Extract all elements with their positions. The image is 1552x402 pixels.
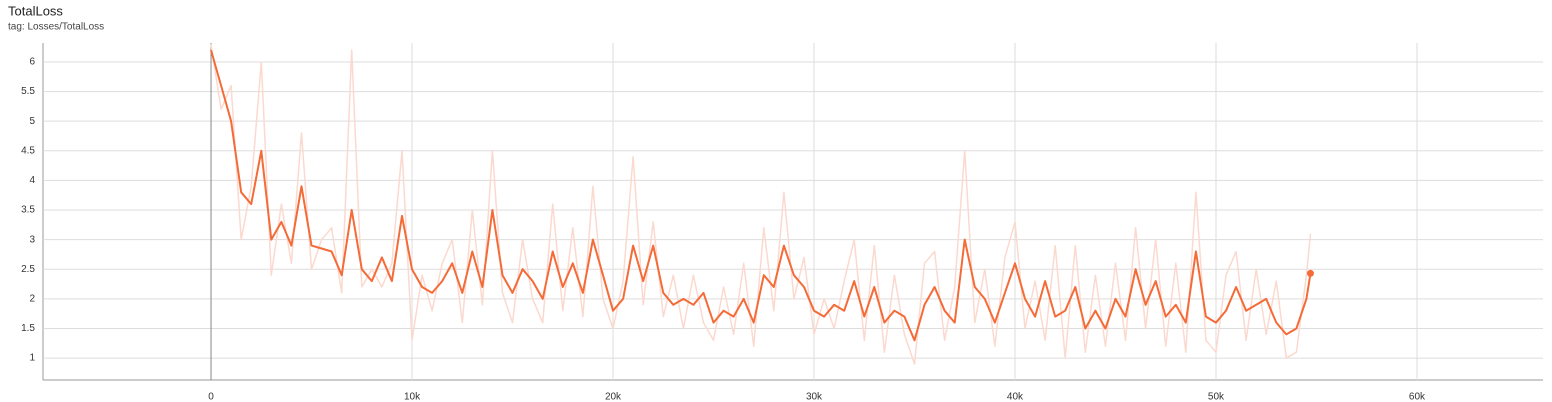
y-tick-label: 2.5: [21, 264, 35, 275]
y-tick-label: 5.5: [21, 86, 35, 97]
x-tick-label: 30k: [806, 392, 823, 402]
y-tick-label: 5: [29, 116, 35, 127]
x-tick-label: 20k: [605, 392, 622, 402]
y-tick-label: 4: [29, 175, 35, 186]
line: [210, 49, 1312, 342]
y-tick-label: 2: [29, 294, 35, 305]
y-tick-label: 4.5: [21, 145, 35, 156]
x-tick-label: 10k: [404, 392, 421, 402]
line: [210, 44, 1312, 365]
chart-subtitle: tag: Losses/TotalLoss: [8, 22, 104, 33]
y-tick-label: 3.5: [21, 205, 35, 216]
x-tick-label: 50k: [1208, 392, 1225, 402]
x-tick-label: 0: [208, 392, 214, 402]
x-tick-label: 40k: [1007, 392, 1024, 402]
x-tick-label: 60k: [1409, 392, 1426, 402]
end-point: [1306, 269, 1314, 277]
y-tick-label: 3: [29, 234, 35, 245]
y-tick-label: 6: [29, 57, 35, 68]
y-tick-label: 1.5: [21, 323, 35, 334]
chart-title: TotalLoss: [8, 3, 63, 18]
y-tick-label: 1: [29, 353, 35, 364]
